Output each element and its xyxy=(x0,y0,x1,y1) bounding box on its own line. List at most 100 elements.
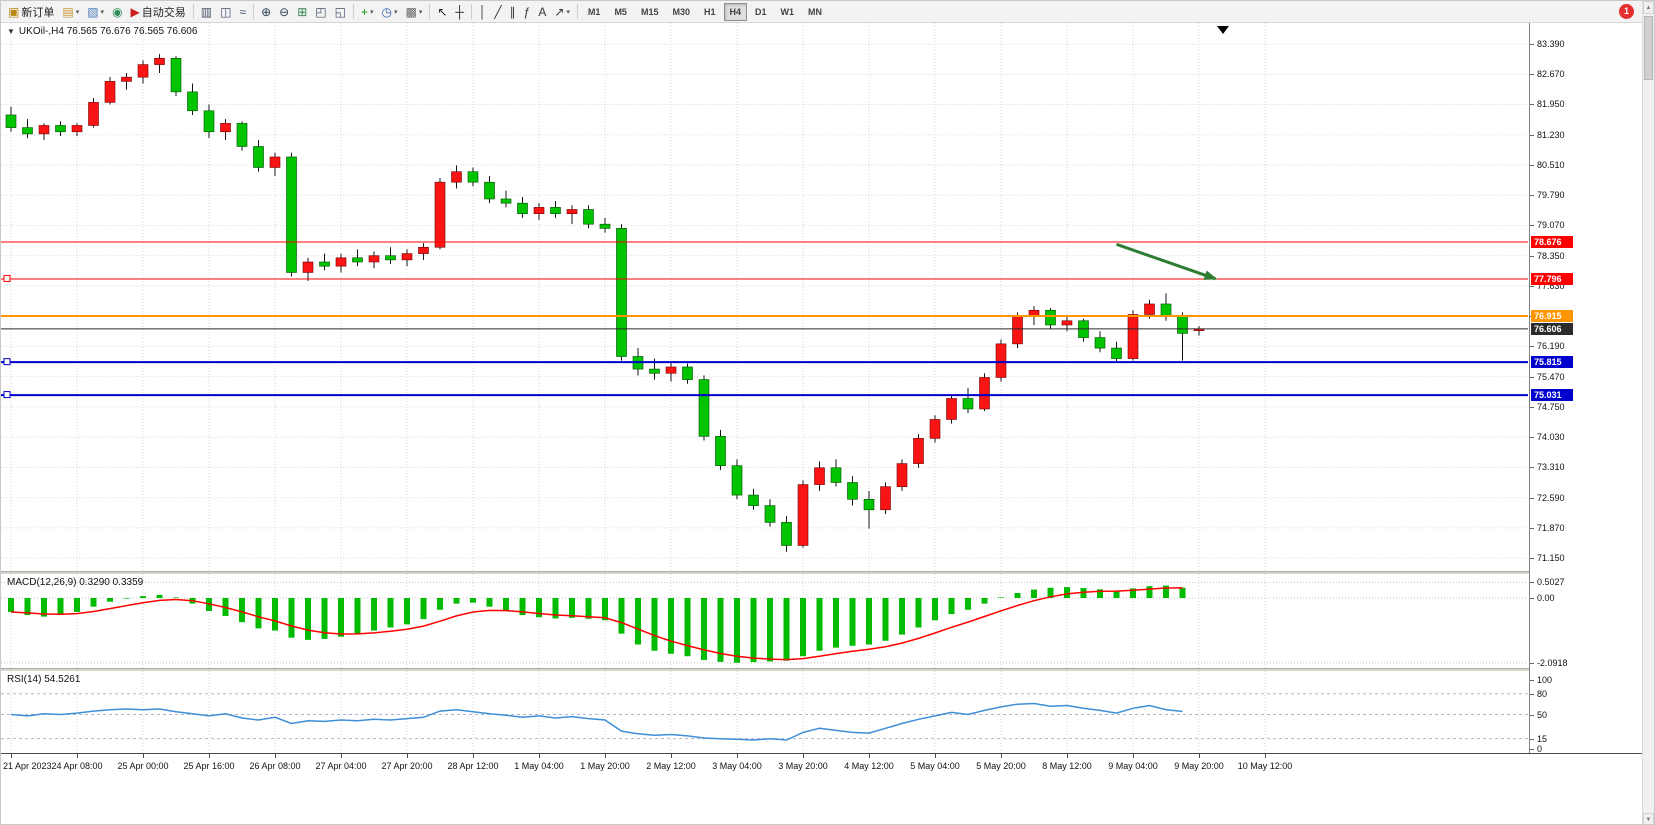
axis-label: 100 xyxy=(1537,675,1553,685)
macd-chart[interactable] xyxy=(1,574,1528,668)
chart-header: ▼ UKOil-,H4 76.565 76.676 76.565 76.606 xyxy=(7,26,197,37)
vertical-line-button[interactable]: │ xyxy=(475,2,491,21)
crosshair-button[interactable]: ┼ xyxy=(451,2,468,21)
axis-tick xyxy=(1530,346,1534,348)
indicators-icon: + xyxy=(360,4,368,19)
time-label: 3 May 20:00 xyxy=(778,761,828,771)
price-axis: 83.390 82.670 81.950 81.230 80.510 79.790 79.0… xyxy=(1529,23,1644,754)
macd-header: MACD(12,26,9) 0.3290 0.3359 xyxy=(7,577,144,588)
tile-windows-button[interactable]: ⊞ xyxy=(293,2,311,21)
axis-label: 15 xyxy=(1537,733,1548,744)
arrange-vertical-button[interactable]: ◱ xyxy=(331,2,350,21)
periods-icon: ◷ xyxy=(381,4,392,19)
scrollbar-thumb[interactable] xyxy=(1644,16,1653,80)
templates-button[interactable]: ▩ ▾ xyxy=(401,2,426,21)
axis-label: 74.030 xyxy=(1537,432,1565,443)
new-chart-caret-icon: ▾ xyxy=(75,8,80,16)
axis-label: 79.790 xyxy=(1537,190,1565,201)
time-tick xyxy=(737,754,738,758)
timeframe-h4-button[interactable]: H4 xyxy=(723,2,748,21)
time-tick xyxy=(407,754,408,758)
axis-tick xyxy=(1530,693,1534,695)
timeframe-w1-button[interactable]: W1 xyxy=(775,3,801,21)
axis-tick xyxy=(1530,285,1534,287)
axis-label: 80 xyxy=(1537,688,1548,699)
indicators-button[interactable]: + ▾ xyxy=(357,2,378,21)
timeframe-m1-button[interactable]: M1 xyxy=(582,3,607,21)
time-tick xyxy=(473,754,474,758)
rsi-chart[interactable] xyxy=(1,671,1528,753)
arrows-tool-icon: ↗ xyxy=(554,4,565,19)
pane-separator[interactable] xyxy=(1,668,1644,671)
chart-menu-icon[interactable]: ▼ xyxy=(7,27,15,36)
zoom-in-icon: ⊕ xyxy=(261,4,272,19)
timeframe-m15-button[interactable]: M15 xyxy=(635,3,665,21)
cursor-button[interactable]: ↖ xyxy=(433,2,451,21)
text-label-icon: A xyxy=(538,4,547,19)
axis-tick xyxy=(1530,738,1534,740)
axis-label: 81.230 xyxy=(1537,129,1565,140)
axis-tick xyxy=(1530,164,1534,166)
time-tick xyxy=(341,754,342,758)
zoom-in-button[interactable]: ⊕ xyxy=(257,2,275,21)
arrange-vertical-icon: ◱ xyxy=(334,4,346,19)
text-label-button[interactable]: A xyxy=(534,2,550,21)
trend-arrow xyxy=(1116,242,1216,281)
market-watch-button[interactable]: ◉ xyxy=(108,2,126,21)
periods-button[interactable]: ◷ ▾ xyxy=(377,2,401,21)
axis-label: 50 xyxy=(1537,709,1548,720)
zoom-out-icon: ⊖ xyxy=(279,4,290,19)
profiles-button[interactable]: ▧ ▾ xyxy=(83,2,108,21)
fibonacci-button[interactable]: ƒ xyxy=(520,2,535,21)
crosshair-icon: ┼ xyxy=(455,4,464,19)
timeframe-m30-button[interactable]: M30 xyxy=(666,3,696,21)
time-tick xyxy=(143,754,144,758)
pane-separator[interactable] xyxy=(1,571,1644,574)
axis-label: 71.870 xyxy=(1537,522,1565,533)
axis-label: 74.750 xyxy=(1537,401,1565,412)
arrange-horizontal-button[interactable]: ◰ xyxy=(311,2,330,21)
price-chart-panel[interactable]: ▼ UKOil-,H4 76.565 76.676 76.565 76.606 xyxy=(1,23,1528,571)
periods-caret-icon: ▾ xyxy=(393,8,398,16)
candlestick-chart[interactable] xyxy=(1,23,1528,571)
autotrading-button[interactable]: ▶ 自动交易 xyxy=(127,2,190,21)
equidistant-channel-button[interactable]: ∥ xyxy=(506,2,520,21)
timeframe-m5-button[interactable]: M5 xyxy=(608,3,633,21)
time-tick xyxy=(1133,754,1134,758)
axis-tick xyxy=(1530,44,1534,45)
chart-bars-button[interactable]: ▥ xyxy=(197,2,216,21)
chart-ohlc-text: UKOil-,H4 76.565 76.676 76.565 76.606 xyxy=(18,26,198,37)
rsi-panel[interactable]: RSI(14) 54.5261 xyxy=(1,671,1528,753)
zoom-out-button[interactable]: ⊖ xyxy=(275,2,293,21)
scrollbar-down-icon[interactable]: ▼ xyxy=(1643,813,1654,824)
axis-tick xyxy=(1530,74,1534,76)
new-chart-button[interactable]: ▤ ▾ xyxy=(58,2,83,21)
time-label: 9 May 04:00 xyxy=(1108,761,1158,771)
time-tick xyxy=(803,754,804,758)
chart-line-button[interactable]: ≈ xyxy=(235,2,250,21)
axis-tick xyxy=(1530,749,1534,750)
toolbar-separator xyxy=(470,4,472,19)
time-label: 25 Apr 16:00 xyxy=(183,761,235,771)
chart-candles-button[interactable]: ◫ xyxy=(216,2,235,21)
new-order-button[interactable]: ▣ 新订单 xyxy=(4,2,58,21)
scrollbar-up-icon[interactable]: ▲ xyxy=(1643,1,1654,14)
timeframe-d1-button[interactable]: D1 xyxy=(749,3,773,21)
time-tick xyxy=(1001,754,1002,758)
arrows-tool-button[interactable]: ↗ ▾ xyxy=(550,2,574,21)
trendline-button[interactable]: ╱ xyxy=(490,2,505,21)
toolbar-separator xyxy=(253,4,255,19)
axis-tick xyxy=(1530,104,1534,106)
time-label: 5 May 04:00 xyxy=(910,761,960,771)
axis-label: 73.310 xyxy=(1537,462,1565,473)
vertical-scrollbar[interactable]: ▲ ▼ xyxy=(1642,1,1654,824)
timeframe-mn-button[interactable]: MN xyxy=(802,3,828,21)
time-tick xyxy=(11,754,12,758)
time-tick xyxy=(671,754,672,758)
time-tick xyxy=(1067,754,1068,758)
axis-label: 79.070 xyxy=(1537,220,1565,231)
macd-panel[interactable]: MACD(12,26,9) 0.3290 0.3359 xyxy=(1,574,1528,668)
notification-badge[interactable]: 1 xyxy=(1619,4,1634,19)
templates-icon: ▩ xyxy=(405,4,417,19)
timeframe-h1-button[interactable]: H1 xyxy=(698,3,722,21)
